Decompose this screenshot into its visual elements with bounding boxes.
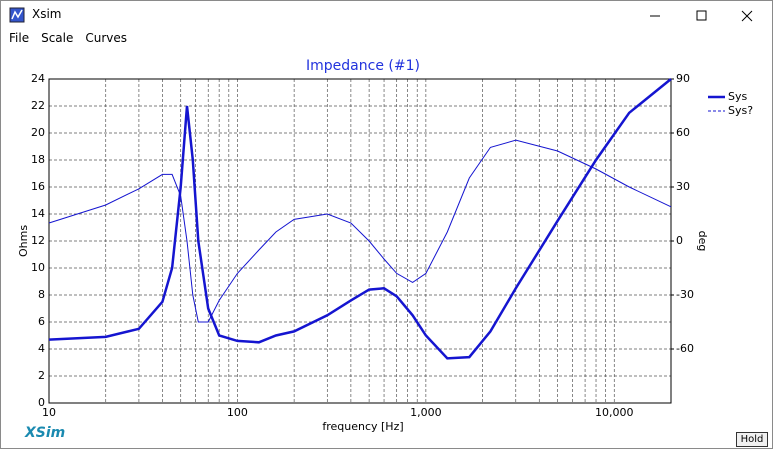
x-tick-label: 1,000 (410, 406, 442, 419)
legend-label: Sys (728, 90, 747, 103)
y-tick-label: 18 (31, 153, 45, 166)
y2-tick-label: -30 (676, 288, 694, 301)
menu-bar: File Scale Curves (1, 31, 131, 49)
app-icon (9, 7, 25, 23)
y2-tick-label: 30 (676, 180, 690, 193)
chart: Impedance (#1) frequency [Hz] Ohms deg X… (17, 58, 753, 441)
y-tick-label: 4 (38, 342, 45, 355)
y2-tick-label: -60 (676, 342, 694, 355)
y-tick-label: 6 (38, 315, 45, 328)
y-tick-label: 2 (38, 369, 45, 382)
series-line (48, 139, 672, 323)
legend-label: Sys? (728, 104, 753, 117)
y-tick-label: 24 (31, 72, 45, 85)
y-tick-label: 20 (31, 126, 45, 139)
x-tick-label: 10,000 (595, 406, 634, 419)
y2-tick-label: 60 (676, 126, 690, 139)
window-controls[interactable] (632, 1, 772, 31)
x-tick-label: 10 (42, 406, 56, 419)
y2-tick-label: 0 (676, 234, 683, 247)
y-tick-label: 10 (31, 261, 45, 274)
y2-tick-label: 90 (676, 72, 690, 85)
y-tick-label: 12 (31, 234, 45, 247)
y-tick-label: 14 (31, 207, 45, 220)
hold-button[interactable]: Hold (736, 432, 768, 447)
chart-title: Impedance (#1) (306, 58, 420, 74)
y-tick-label: 22 (31, 99, 45, 112)
y-tick-label: 0 (38, 396, 45, 409)
logo: XSim (24, 425, 65, 441)
window-title: Xsim (32, 7, 62, 21)
menu-item[interactable]: Scale (41, 31, 74, 45)
menu-item[interactable]: File (9, 31, 30, 45)
y-tick-label: 8 (38, 288, 45, 301)
menu-item[interactable]: Curves (85, 31, 128, 45)
y2-axis-label: deg (696, 231, 709, 252)
plot-frame (48, 78, 672, 404)
x-axis-label: frequency [Hz] (322, 420, 403, 433)
y-axis-label: Ohms (17, 225, 30, 257)
y-tick-label: 16 (31, 180, 45, 193)
series-line (48, 78, 672, 360)
x-tick-label: 100 (227, 406, 248, 419)
